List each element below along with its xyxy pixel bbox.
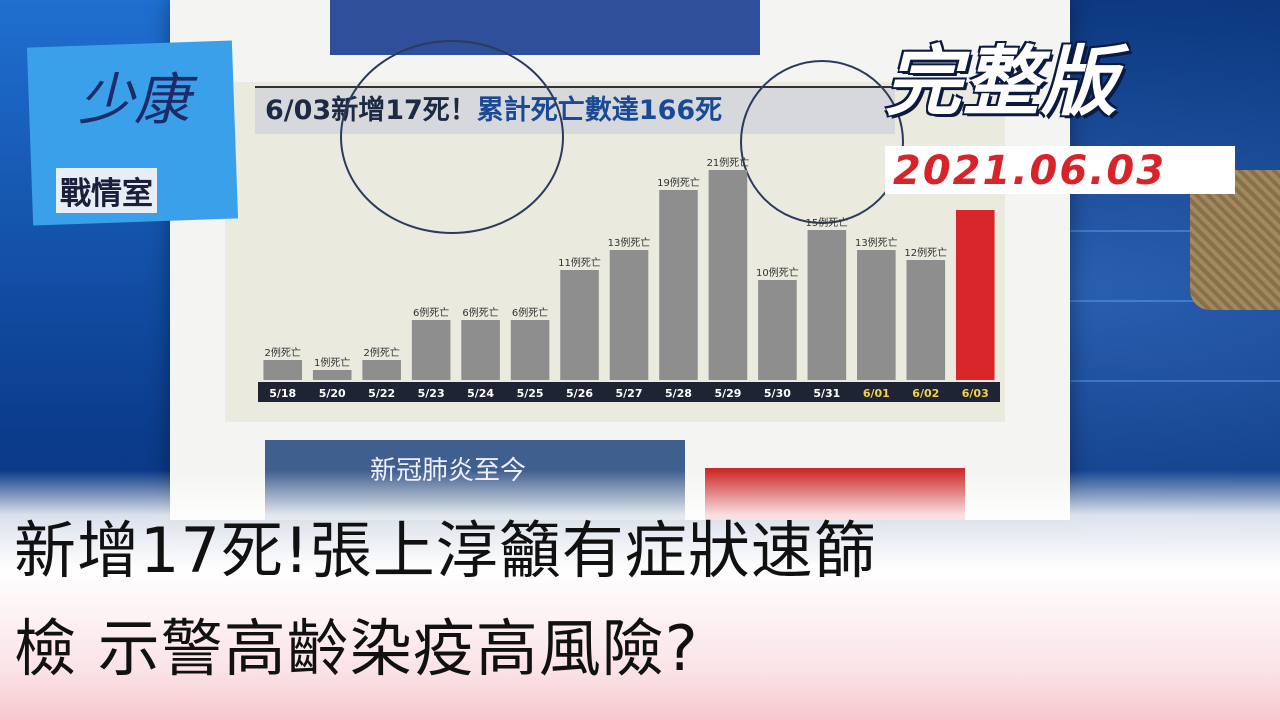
x-tick-label: 5/30 — [764, 387, 791, 400]
bar-data-label: 2例死亡 — [265, 346, 301, 359]
x-axis-strip — [258, 382, 1000, 402]
x-tick-label: 5/24 — [467, 387, 494, 400]
bar-5/20 — [312, 370, 352, 380]
decor-stripe — [1070, 380, 1280, 382]
bar-5/18 — [263, 360, 303, 380]
bar-data-label: 11例死亡 — [558, 256, 601, 269]
full-version-label: 完整版 — [885, 37, 1119, 126]
caption-banner — [0, 470, 1280, 720]
x-tick-label: 6/01 — [863, 387, 890, 400]
bar-6/02 — [906, 260, 946, 380]
decor-stripe — [1070, 230, 1280, 232]
caption-line-2: 檢 示警高齡染疫高風險? — [14, 612, 699, 685]
date-label-background — [885, 146, 1235, 194]
x-tick-label: 5/23 — [418, 387, 445, 400]
bar-5/27 — [609, 250, 649, 380]
bar-5/29 — [708, 170, 748, 380]
bar-6/03 — [955, 210, 995, 380]
x-tick-label: 5/22 — [368, 387, 395, 400]
bar-data-label: 13例死亡 — [855, 236, 898, 249]
bar-data-label: 10例死亡 — [756, 266, 799, 279]
x-tick-label: 5/29 — [714, 387, 741, 400]
decor-stripe — [1070, 300, 1280, 302]
bar-data-label: 21例死亡 — [707, 156, 750, 169]
x-tick-label: 5/25 — [517, 387, 544, 400]
x-tick-label: 5/18 — [269, 387, 296, 400]
chart-svg: 2例死亡 5/18 1例死亡 5/20 2例死亡 5/22 6例死亡 5/23 6例死亡 5/24… — [258, 156, 1000, 402]
deaths-bar-chart: 2例死亡 5/18 1例死亡 5/20 2例死亡 5/22 6例死亡 5/23 6例死亡 5/24… — [258, 140, 1000, 402]
bar-data-label: 15例死亡 — [805, 216, 848, 229]
bar-data-label: 6例死亡 — [512, 306, 548, 319]
x-tick-label: 5/26 — [566, 387, 593, 400]
bar-data-label: 13例死亡 — [608, 236, 651, 249]
bar-5/22 — [362, 360, 401, 380]
bar-5/24 — [461, 320, 500, 380]
marker-circle — [340, 40, 564, 234]
bar-5/28 — [659, 190, 698, 380]
bar-5/31 — [807, 230, 847, 380]
bar-5/30 — [758, 280, 797, 380]
board-top-strip — [330, 0, 760, 55]
x-tick-label: 5/20 — [319, 387, 346, 400]
show-logo-name: 戰情室 — [56, 168, 157, 213]
x-tick-label: 5/28 — [665, 387, 692, 400]
x-tick-label: 5/31 — [813, 387, 840, 400]
bar-5/26 — [560, 270, 599, 380]
bar-data-label: 12例死亡 — [904, 246, 947, 259]
caption-line-1: 新增17死!張上淳籲有症狀速篩 — [14, 514, 877, 587]
bar-data-label: 6例死亡 — [462, 306, 498, 319]
bar-6/01 — [857, 250, 896, 380]
bar-data-label: 2例死亡 — [363, 346, 399, 359]
x-tick-label: 6/03 — [962, 387, 989, 400]
x-tick-label: 5/27 — [616, 387, 643, 400]
bar-data-label: 1例死亡 — [314, 356, 350, 369]
bar-5/25 — [510, 320, 550, 380]
marker-circle — [740, 60, 904, 224]
show-logo-signature: 少康 — [78, 68, 190, 133]
bar-data-label: 19例死亡 — [657, 176, 700, 189]
x-tick-label: 6/02 — [912, 387, 939, 400]
bar-5/23 — [411, 320, 451, 380]
bar-data-label: 6例死亡 — [413, 306, 449, 319]
broadcast-date: 2021.06.03 — [893, 148, 1167, 194]
